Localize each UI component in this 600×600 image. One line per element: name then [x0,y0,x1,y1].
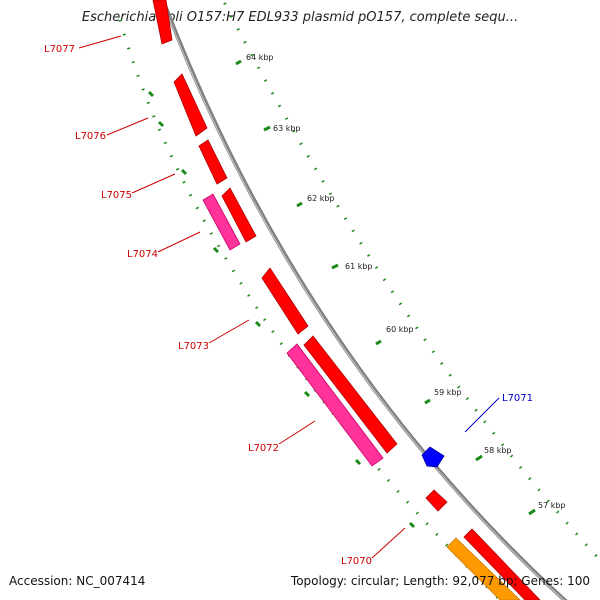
kbp-label-59: 59 kbp [434,388,462,397]
kbp-label-58: 58 kbp [484,446,512,455]
gene-label-l7077[interactable]: L7077 [44,44,75,55]
gene-orange[interactable] [446,537,521,600]
map-title: Escherichia coli O157:H7 EDL933 plasmid … [81,10,519,25]
kbp-label-63: 63 kbp [273,124,301,133]
gene-features [152,0,541,600]
backbone-arc [161,0,568,600]
kbp-label-60: 60 kbp [386,325,414,334]
gene-label-l7076[interactable]: L7076 [75,131,106,142]
gene-label-l7071[interactable]: L7071 [502,393,533,404]
gene-l7070[interactable] [425,489,448,512]
gene-l7074b[interactable] [221,187,257,243]
kbp-label-57: 57 kbp [538,501,566,510]
gene-label-l7075[interactable]: L7075 [101,190,132,201]
inner-major-ticks [147,90,416,529]
summary-text: Topology: circular; Length: 92,077 bp; G… [290,574,590,588]
gene-l7072b[interactable] [303,335,398,454]
gene-label-l7070[interactable]: L7070 [341,556,372,567]
inner-tick-ring [118,19,502,600]
gene-l7073[interactable] [261,267,309,335]
gene-label-l7073[interactable]: L7073 [178,341,209,352]
kbp-label-62: 62 kbp [307,194,335,203]
gene-l7071[interactable] [421,446,445,468]
gene-l7075[interactable] [198,139,228,185]
gene-leader-lines [78,35,500,559]
gene-label-l7074[interactable]: L7074 [127,249,158,260]
gene-l7076[interactable] [173,73,208,137]
outer-major-ticks [235,59,536,516]
gene-l7074[interactable] [202,193,241,251]
kbp-label-61: 61 kbp [345,262,373,271]
gene-label-l7072[interactable]: L7072 [248,443,279,454]
gene-red-bottom[interactable] [463,528,541,600]
gene-l7072[interactable] [286,343,384,467]
gene-l7077[interactable] [152,0,173,45]
accession-text: Accession: NC_007414 [9,574,146,588]
backbone-highlight [161,0,565,600]
kbp-label-64: 64 kbp [246,53,274,62]
